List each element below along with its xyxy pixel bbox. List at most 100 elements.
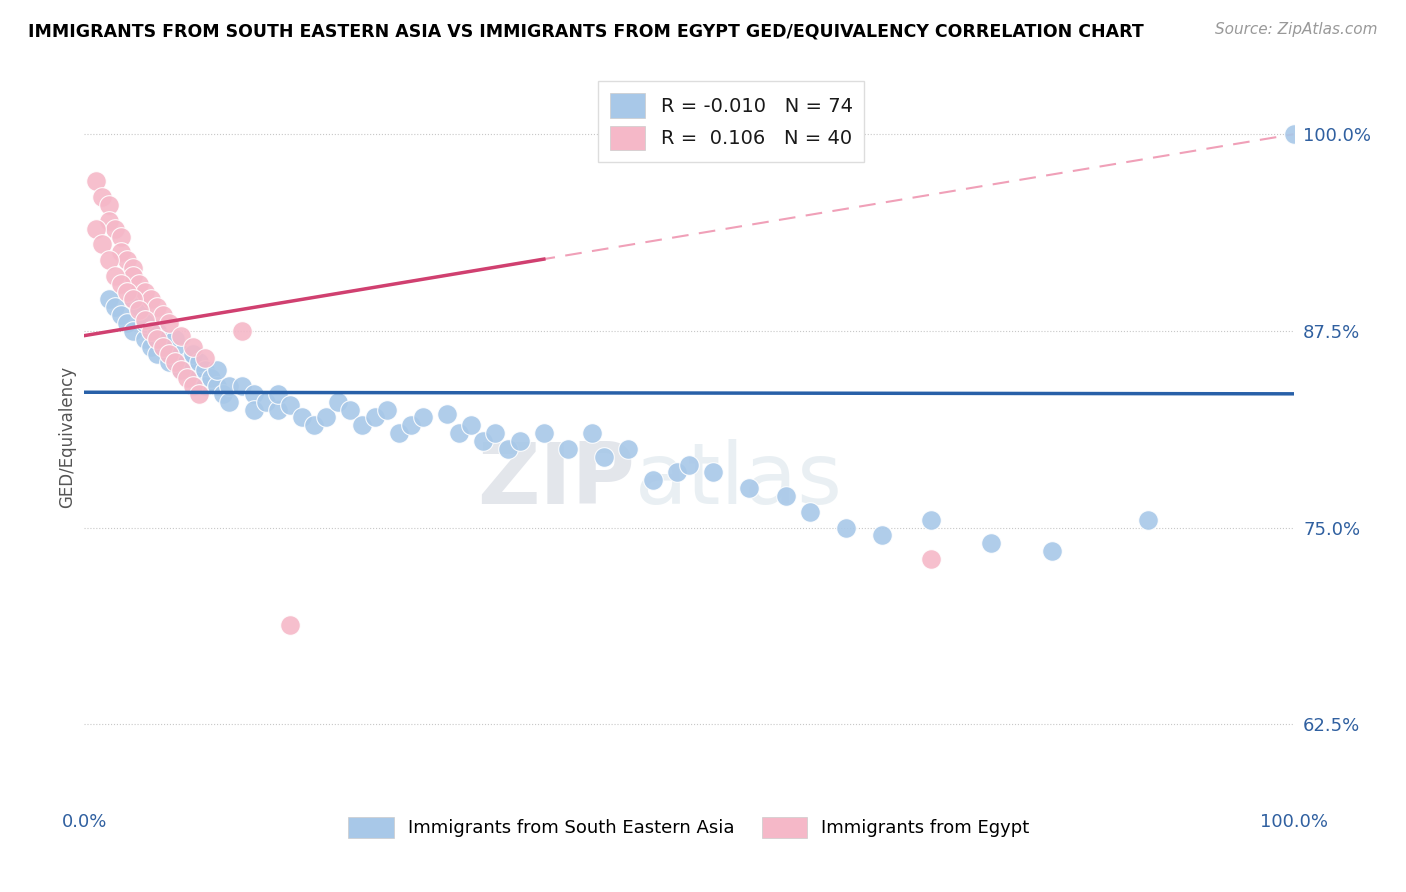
Point xyxy=(212,387,235,401)
Point xyxy=(920,552,942,566)
Point xyxy=(242,387,264,401)
Point xyxy=(1040,544,1063,558)
Point xyxy=(115,316,138,330)
Point xyxy=(593,450,616,464)
Point xyxy=(110,245,132,260)
Point xyxy=(533,426,555,441)
Point xyxy=(146,301,169,315)
Point xyxy=(157,316,180,330)
Point xyxy=(641,473,664,487)
Point xyxy=(121,293,143,307)
Point xyxy=(188,387,211,401)
Point xyxy=(278,398,301,412)
Point xyxy=(738,481,761,495)
Point xyxy=(278,618,301,632)
Point xyxy=(557,442,579,456)
Point xyxy=(157,355,180,369)
Point xyxy=(1282,128,1305,142)
Point xyxy=(399,418,422,433)
Point xyxy=(388,426,411,441)
Point xyxy=(134,285,156,299)
Point xyxy=(352,418,374,433)
Point xyxy=(181,371,204,385)
Point xyxy=(207,379,229,393)
Point xyxy=(436,407,458,421)
Point xyxy=(200,371,222,385)
Point xyxy=(86,221,108,235)
Point xyxy=(104,268,127,283)
Text: IMMIGRANTS FROM SOUTH EASTERN ASIA VS IMMIGRANTS FROM EGYPT GED/EQUIVALENCY CORR: IMMIGRANTS FROM SOUTH EASTERN ASIA VS IM… xyxy=(28,22,1144,40)
Point xyxy=(176,371,198,385)
Point xyxy=(509,434,531,448)
Y-axis label: GED/Equivalency: GED/Equivalency xyxy=(58,366,76,508)
Point xyxy=(496,442,519,456)
Point xyxy=(1137,513,1160,527)
Point xyxy=(86,174,108,188)
Point xyxy=(176,355,198,369)
Point xyxy=(134,313,156,327)
Point xyxy=(254,394,277,409)
Text: atlas: atlas xyxy=(634,440,842,523)
Point xyxy=(194,351,217,365)
Point xyxy=(97,198,120,212)
Point xyxy=(91,190,114,204)
Point xyxy=(165,332,187,346)
Point xyxy=(121,268,143,283)
Point xyxy=(115,253,138,268)
Point xyxy=(152,308,174,322)
Point xyxy=(170,328,193,343)
Point xyxy=(104,221,127,235)
Point xyxy=(181,340,204,354)
Point xyxy=(412,410,434,425)
Point xyxy=(139,324,162,338)
Point xyxy=(110,229,132,244)
Point xyxy=(97,253,120,268)
Point xyxy=(339,402,361,417)
Point xyxy=(267,402,290,417)
Point xyxy=(152,340,174,354)
Point xyxy=(128,303,150,318)
Point xyxy=(121,260,143,275)
Point xyxy=(139,293,162,307)
Point xyxy=(472,434,495,448)
Point xyxy=(363,410,385,425)
Point xyxy=(291,410,314,425)
Legend: Immigrants from South Eastern Asia, Immigrants from Egypt: Immigrants from South Eastern Asia, Immi… xyxy=(342,810,1036,845)
Point xyxy=(139,340,162,354)
Point xyxy=(110,277,132,291)
Point xyxy=(302,418,325,433)
Point xyxy=(134,332,156,346)
Point xyxy=(375,402,398,417)
Text: Source: ZipAtlas.com: Source: ZipAtlas.com xyxy=(1215,22,1378,37)
Point xyxy=(181,379,204,393)
Point xyxy=(170,363,193,377)
Point xyxy=(121,324,143,338)
Point xyxy=(152,332,174,346)
Point xyxy=(194,379,217,393)
Point xyxy=(134,316,156,330)
Point xyxy=(328,394,350,409)
Point xyxy=(181,347,204,361)
Point xyxy=(128,277,150,291)
Point xyxy=(581,426,603,441)
Point xyxy=(104,301,127,315)
Point xyxy=(146,324,169,338)
Point xyxy=(115,285,138,299)
Point xyxy=(170,347,193,361)
Point xyxy=(799,505,821,519)
Point xyxy=(484,426,506,441)
Point xyxy=(267,387,290,401)
Point xyxy=(980,536,1002,550)
Point xyxy=(146,332,169,346)
Point xyxy=(97,293,120,307)
Point xyxy=(218,379,240,393)
Point xyxy=(128,301,150,315)
Point xyxy=(110,308,132,322)
Point xyxy=(678,458,700,472)
Point xyxy=(91,237,114,252)
Point xyxy=(157,340,180,354)
Point xyxy=(231,324,253,338)
Point xyxy=(231,379,253,393)
Point xyxy=(449,426,471,441)
Point xyxy=(218,394,240,409)
